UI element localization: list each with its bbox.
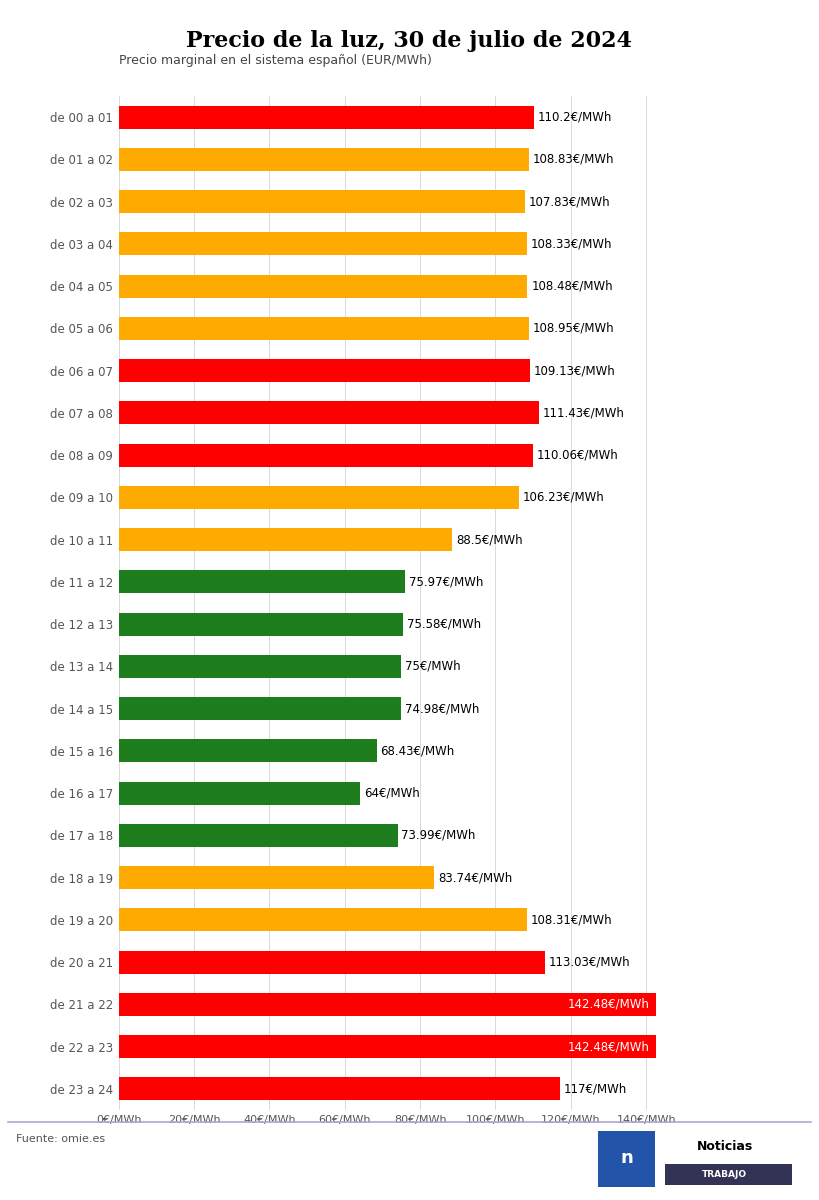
Text: 113.03€/MWh: 113.03€/MWh <box>549 955 630 968</box>
Bar <box>119 106 534 128</box>
Text: 68.43€/MWh: 68.43€/MWh <box>380 744 455 757</box>
Text: 106.23€/MWh: 106.23€/MWh <box>523 491 604 504</box>
Bar <box>119 401 539 425</box>
Text: 108.31€/MWh: 108.31€/MWh <box>531 913 612 926</box>
Text: Fuente: omie.es: Fuente: omie.es <box>16 1134 106 1144</box>
Bar <box>119 992 655 1016</box>
Text: n: n <box>620 1148 633 1166</box>
Bar <box>119 908 527 931</box>
Bar <box>119 697 401 720</box>
Bar <box>119 148 529 170</box>
Text: TRABAJO: TRABAJO <box>702 1170 748 1178</box>
Text: 107.83€/MWh: 107.83€/MWh <box>529 196 610 208</box>
Bar <box>119 275 527 298</box>
Text: 142.48€/MWh: 142.48€/MWh <box>568 1040 650 1054</box>
Bar <box>119 233 527 256</box>
Text: 108.95€/MWh: 108.95€/MWh <box>533 322 614 335</box>
Bar <box>119 486 519 509</box>
Text: 110.06€/MWh: 110.06€/MWh <box>537 449 619 462</box>
Text: 109.13€/MWh: 109.13€/MWh <box>534 364 615 377</box>
Bar <box>119 823 397 847</box>
Bar <box>119 1078 559 1100</box>
Bar <box>119 1036 655 1058</box>
Bar <box>119 190 525 214</box>
Text: 75.97€/MWh: 75.97€/MWh <box>409 575 483 588</box>
Text: 142.48€/MWh: 142.48€/MWh <box>568 998 650 1010</box>
Text: 83.74€/MWh: 83.74€/MWh <box>438 871 512 884</box>
Text: Noticias: Noticias <box>697 1140 753 1153</box>
Text: Precio marginal en el sistema español (EUR/MWh): Precio marginal en el sistema español (E… <box>119 54 432 67</box>
FancyBboxPatch shape <box>598 1132 655 1187</box>
Text: 74.98€/MWh: 74.98€/MWh <box>405 702 479 715</box>
Bar <box>119 950 545 973</box>
Bar <box>119 781 360 805</box>
Bar <box>119 359 530 383</box>
Text: 117€/MWh: 117€/MWh <box>563 1082 627 1096</box>
Bar <box>119 317 529 340</box>
Text: 75€/MWh: 75€/MWh <box>405 660 461 673</box>
Text: 110.2€/MWh: 110.2€/MWh <box>538 110 612 124</box>
Text: 108.83€/MWh: 108.83€/MWh <box>532 152 614 166</box>
Text: 75.58€/MWh: 75.58€/MWh <box>407 618 482 631</box>
Bar <box>119 739 377 762</box>
FancyBboxPatch shape <box>665 1164 792 1186</box>
Bar <box>119 528 452 551</box>
Text: 73.99€/MWh: 73.99€/MWh <box>401 829 476 842</box>
Bar <box>119 866 434 889</box>
Text: 88.5€/MWh: 88.5€/MWh <box>456 533 523 546</box>
Bar <box>119 612 404 636</box>
Text: 108.48€/MWh: 108.48€/MWh <box>532 280 613 293</box>
Text: 111.43€/MWh: 111.43€/MWh <box>542 407 624 419</box>
Text: Precio de la luz, 30 de julio de 2024: Precio de la luz, 30 de julio de 2024 <box>187 30 632 52</box>
Text: 108.33€/MWh: 108.33€/MWh <box>531 238 612 251</box>
Text: 64€/MWh: 64€/MWh <box>364 787 419 799</box>
Bar <box>119 655 401 678</box>
Bar <box>119 444 533 467</box>
Bar <box>119 570 405 594</box>
